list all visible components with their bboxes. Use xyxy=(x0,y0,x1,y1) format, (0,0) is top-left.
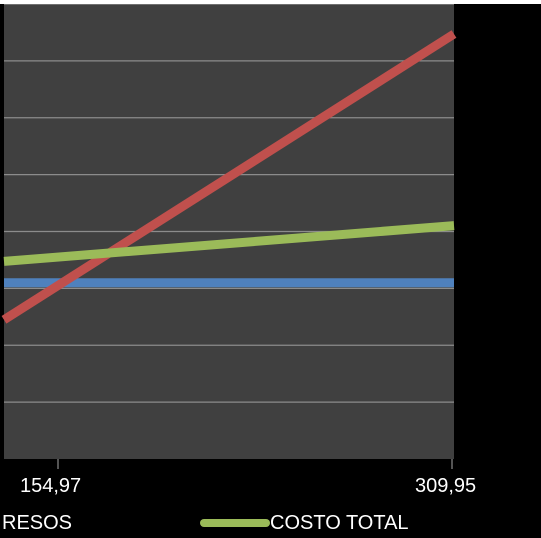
legend-label-2: COSTO TOTAL xyxy=(270,512,409,534)
legend-swatch-costo-total xyxy=(200,519,270,527)
line-chart xyxy=(1,4,457,469)
gridlines xyxy=(4,4,454,403)
x-tick-label-1: 154,97 xyxy=(20,475,82,497)
series-lines xyxy=(1,30,457,324)
legend-label-1: RESOS xyxy=(2,512,73,534)
series-line-3 xyxy=(3,221,455,266)
series-line-2 xyxy=(1,30,457,324)
x-tick-label-2: 309,95 xyxy=(415,475,477,497)
chart-area: 154,97 309,95 RESOS COSTO TOTAL xyxy=(0,4,541,538)
x-axis-ticks xyxy=(57,459,453,469)
